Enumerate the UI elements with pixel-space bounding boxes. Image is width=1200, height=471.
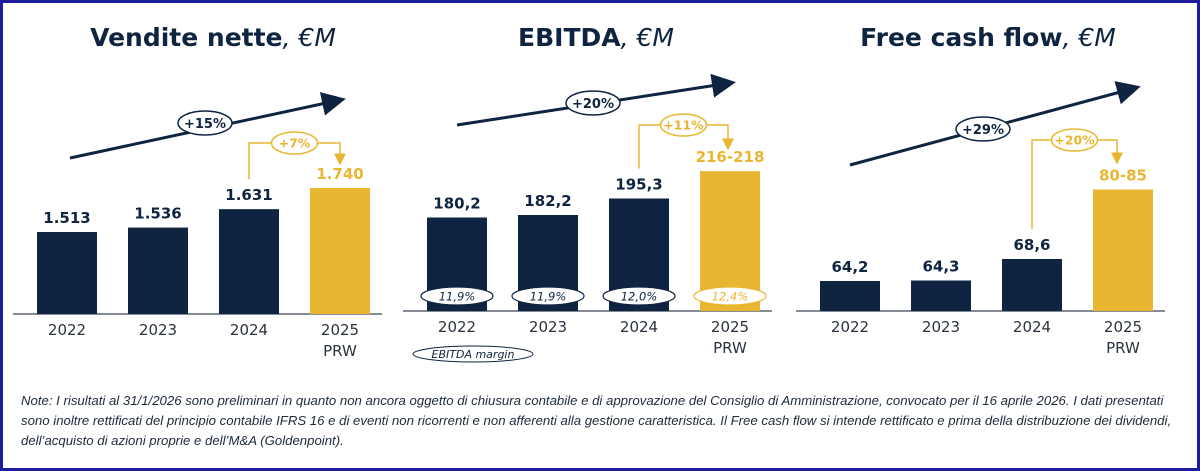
growth-pill	[565, 90, 621, 116]
growth-overall-label: +29%	[962, 123, 1004, 138]
value-label: 80-85	[1099, 167, 1147, 185]
x-tick-label: 2023	[139, 321, 177, 339]
x-tick-label: 2023	[922, 318, 960, 336]
growth-pill	[177, 110, 233, 136]
bar-0	[820, 281, 880, 311]
chart-title-ebitda: EBITDA, €M	[518, 23, 674, 52]
growth-last-label: +20%	[1054, 133, 1095, 148]
growth-pill	[955, 116, 1011, 142]
x-tick-label: 2022	[831, 318, 869, 336]
chart-title-fcf: Free cash flow, €M	[860, 23, 1116, 52]
footnote: Note: I risultati al 31/1/2026 sono prel…	[21, 393, 1172, 448]
margin-label: 12,4%	[712, 290, 749, 304]
margin-label: 12,0%	[621, 290, 658, 304]
x-tick-label: 2025	[1104, 318, 1142, 336]
x-tick-label: 2025	[321, 321, 359, 339]
chart-title-vendite: Vendite nette, €M	[90, 23, 336, 52]
value-label: 1.536	[134, 205, 181, 223]
value-label: 64,3	[922, 258, 959, 276]
x-tick-label: 2024	[1013, 318, 1051, 336]
x-tick-label: PRW	[713, 339, 747, 357]
x-tick-label: 2024	[230, 321, 268, 339]
margin-pill	[420, 286, 494, 306]
value-label: 1.513	[43, 209, 90, 227]
bar-3	[1093, 189, 1153, 311]
bar-1	[911, 280, 971, 311]
value-label: 68,6	[1013, 236, 1050, 254]
growth-last-pill	[1050, 128, 1099, 152]
x-tick-label: 2024	[620, 318, 658, 336]
value-label: 1.740	[316, 165, 363, 183]
growth-last-pill	[659, 113, 708, 137]
growth-last-pill	[270, 131, 319, 155]
growth-last-label: +7%	[279, 136, 311, 151]
margin-label: 11,9%	[439, 290, 476, 304]
value-label: 180,2	[433, 195, 480, 213]
growth-last-label: +11%	[663, 118, 704, 133]
value-label: 182,2	[524, 192, 571, 210]
margin-pill	[511, 286, 585, 306]
value-label: 1.631	[225, 186, 272, 204]
x-tick-label: 2025	[711, 318, 749, 336]
x-tick-label: 2022	[48, 321, 86, 339]
x-tick-label: 2023	[529, 318, 567, 336]
margin-label: 11,9%	[530, 290, 567, 304]
value-label: 216-218	[696, 148, 765, 166]
x-tick-label: PRW	[323, 342, 357, 360]
bar-2	[1002, 259, 1062, 311]
x-tick-label: 2022	[438, 318, 476, 336]
bar-3	[310, 188, 370, 314]
bar-0	[37, 232, 97, 314]
growth-overall-label: +15%	[184, 117, 226, 132]
bar-2	[219, 209, 279, 314]
margin-pill	[693, 286, 767, 306]
bar-1	[128, 227, 188, 314]
margin-pill	[602, 286, 676, 306]
margin-legend-pill	[412, 345, 534, 363]
growth-overall-label: +20%	[572, 97, 614, 112]
value-label: 64,2	[831, 258, 868, 276]
charts-svg: 1.513 2022 1.536 2023 1.631 2024 1.740 2025 PRW +…	[13, 73, 1165, 363]
value-label: 195,3	[615, 175, 662, 193]
margin-legend: EBITDA margin	[432, 348, 515, 361]
x-tick-label: PRW	[1106, 339, 1140, 357]
